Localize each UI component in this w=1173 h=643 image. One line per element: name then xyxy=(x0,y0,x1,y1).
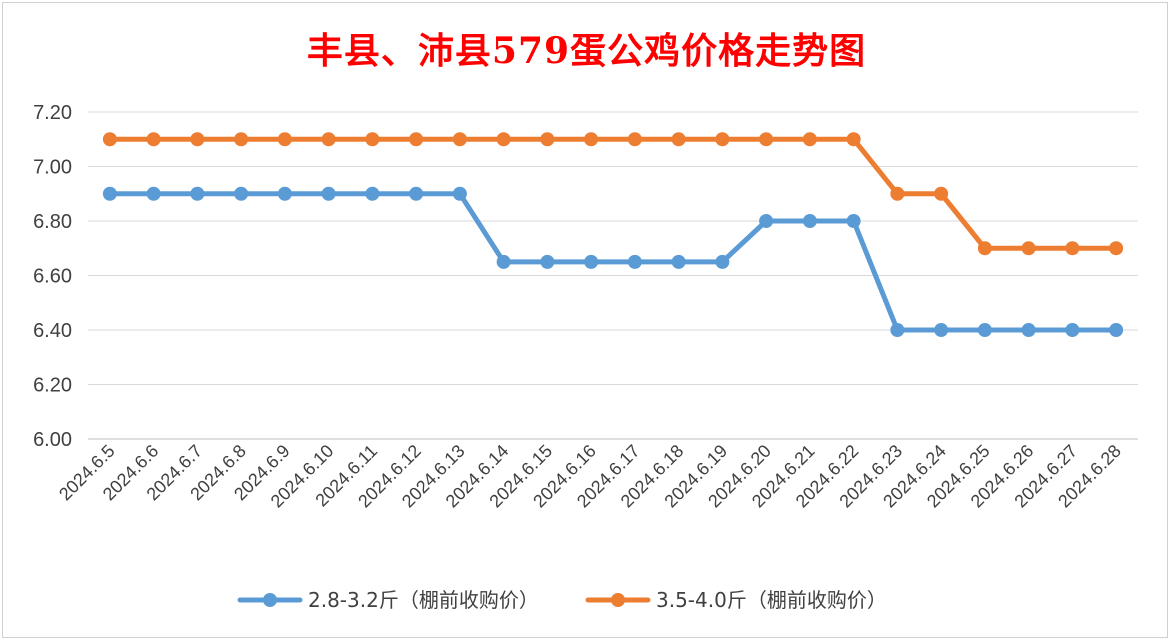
data-point xyxy=(234,132,249,147)
y-tick-label: 6.00 xyxy=(33,429,72,451)
data-point xyxy=(1109,323,1124,337)
data-point xyxy=(321,186,336,201)
data-point xyxy=(890,186,905,201)
data-point xyxy=(846,214,861,228)
series-line xyxy=(107,136,1119,251)
legend-swatch-marker xyxy=(263,593,277,607)
data-point xyxy=(977,323,992,337)
data-point xyxy=(190,186,205,201)
y-axis-ticks: 6.00 6.20 6.40 6.60 6.80 7.00 7.20 xyxy=(33,102,72,451)
y-tick-label: 6.40 xyxy=(33,320,72,342)
data-point xyxy=(846,132,861,147)
data-point xyxy=(102,132,117,147)
data-point xyxy=(277,132,292,147)
legend-swatch-marker xyxy=(611,593,625,607)
data-point xyxy=(365,132,380,147)
legend-label: 2.8-3.2斤（棚前收购价） xyxy=(308,588,539,612)
data-point xyxy=(671,254,686,269)
legend: 2.8-3.2斤（棚前收购价） 3.5-4.0斤（棚前收购价） xyxy=(237,588,887,612)
data-point xyxy=(802,214,817,228)
data-point xyxy=(190,132,205,147)
data-point xyxy=(102,186,117,201)
data-point xyxy=(540,254,555,269)
data-point xyxy=(321,132,336,147)
data-point xyxy=(540,132,555,147)
data-point xyxy=(409,186,424,201)
data-point xyxy=(584,132,599,147)
chart-title: 丰县、沛县579蛋公鸡价格走势图 xyxy=(306,30,867,72)
series-line xyxy=(107,191,1119,333)
gridlines xyxy=(88,111,1138,440)
data-point xyxy=(715,132,730,147)
y-tick-label: 7.00 xyxy=(33,157,72,179)
data-point xyxy=(365,186,380,201)
data-point xyxy=(1109,241,1124,256)
data-point xyxy=(934,186,949,201)
series-2 xyxy=(102,132,1124,256)
y-tick-label: 6.60 xyxy=(33,266,72,288)
data-point xyxy=(671,132,686,147)
data-point xyxy=(715,254,730,269)
data-point xyxy=(1065,323,1080,337)
data-point xyxy=(277,186,292,201)
data-point xyxy=(584,254,599,269)
data-point xyxy=(452,132,467,147)
legend-item: 3.5-4.0斤（棚前收购价） xyxy=(585,588,887,612)
data-point xyxy=(759,132,774,147)
data-point xyxy=(890,323,905,337)
data-point xyxy=(802,132,817,147)
data-point xyxy=(934,323,949,337)
data-point xyxy=(977,241,992,256)
data-point xyxy=(627,254,642,269)
x-axis-ticks: 2024.6.52024.6.62024.6.72024.6.82024.6.9… xyxy=(55,441,1125,512)
y-tick-label: 7.20 xyxy=(33,102,72,124)
data-point xyxy=(146,132,161,147)
data-point xyxy=(759,214,774,228)
data-point xyxy=(409,132,424,147)
data-point xyxy=(1021,323,1036,337)
legend-item: 2.8-3.2斤（棚前收购价） xyxy=(237,588,539,612)
series-group xyxy=(102,132,1124,337)
data-point xyxy=(234,186,249,201)
data-point xyxy=(627,132,642,147)
data-point xyxy=(452,186,467,201)
data-point xyxy=(1065,241,1080,256)
legend-label: 3.5-4.0斤（棚前收购价） xyxy=(656,588,887,612)
data-point xyxy=(1021,241,1036,256)
data-point xyxy=(496,132,511,147)
y-tick-label: 6.80 xyxy=(33,211,72,233)
data-point xyxy=(496,254,511,269)
y-tick-label: 6.20 xyxy=(33,375,72,397)
data-point xyxy=(146,186,161,201)
series-1 xyxy=(102,186,1124,337)
